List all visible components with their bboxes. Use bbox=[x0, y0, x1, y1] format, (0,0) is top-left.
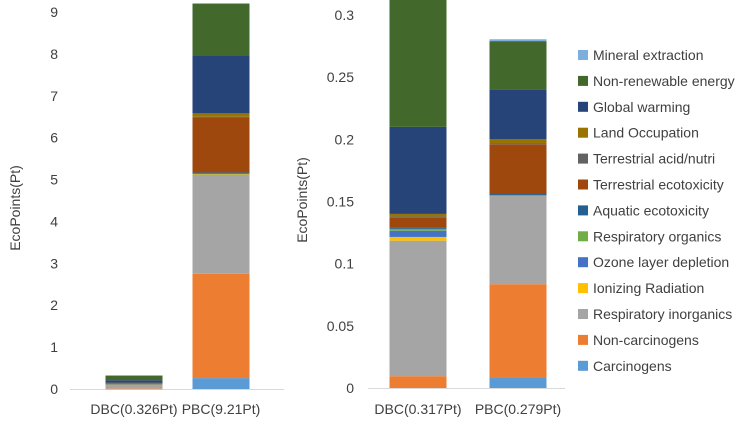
bar-segment-ionizing-radiation bbox=[192, 174, 250, 175]
x-category-label: DBC(0.317Pt) bbox=[374, 401, 461, 417]
bar-segment-global-warming bbox=[105, 380, 163, 383]
bar-segment-terrestrial-acid-nutri bbox=[389, 216, 447, 218]
y-tick-label: 9 bbox=[50, 4, 58, 20]
bar-segment-mineral-extraction bbox=[192, 3, 250, 4]
bar-segment-respiratory-inorganics bbox=[489, 195, 547, 285]
legend-swatch-carcinogens bbox=[578, 360, 588, 371]
legend-label-aquatic-ecotoxicity: Aquatic ecotoxicity bbox=[593, 202, 709, 218]
legend-swatch-terrestrial-ecotoxicity bbox=[578, 179, 588, 190]
legend-swatch-terrestrial-acid-nutri bbox=[578, 153, 588, 164]
x-category-label: DBC(0.326Pt) bbox=[90, 401, 177, 417]
legend-swatch-non-carcinogens bbox=[578, 334, 588, 345]
y-tick-label: 4 bbox=[50, 213, 58, 229]
chart-right: EcoPoints(Pt) 0 0.05 0.1 0.15 0.2 0.25 0.3 DBC(… bbox=[294, 0, 565, 417]
bar-segment-global-warming bbox=[192, 55, 250, 114]
y-tick-label: 1 bbox=[50, 339, 58, 355]
x-category-label: PBC(0.279Pt) bbox=[475, 401, 561, 417]
legend-swatch-ozone-layer-depletion bbox=[578, 257, 588, 268]
bar-segment-aquatic-ecotoxicity bbox=[389, 227, 447, 229]
bar-segment-terrestrial-acid-nutri bbox=[489, 143, 547, 145]
bar-segment-respiratory-inorganics bbox=[389, 240, 447, 377]
bar-segment-carcinogens bbox=[489, 377, 547, 388]
bar-segment-non-carcinogens bbox=[489, 284, 547, 378]
y-tick-label: 0.15 bbox=[327, 194, 354, 210]
y-tick-label: 0 bbox=[50, 381, 58, 397]
bar-segment-land-occupation bbox=[489, 139, 547, 144]
bar-segment-respiratory-inorganics bbox=[192, 174, 250, 274]
bar-segment-non-carcinogens bbox=[105, 388, 163, 389]
legend-swatch-mineral-extraction bbox=[578, 50, 588, 60]
bar-segment-non-carcinogens bbox=[192, 273, 250, 379]
y-tick-label: 0.1 bbox=[335, 256, 355, 272]
legend-label-non-renewable-energy: Non-renewable energy bbox=[593, 73, 735, 89]
bar-segment-ozone-layer-depletion bbox=[389, 230, 447, 237]
legend-label-ozone-layer-depletion: Ozone layer depletion bbox=[593, 254, 729, 270]
bar-segment-terrestrial-ecotoxicity bbox=[389, 217, 447, 228]
legend-label-carcinogens: Carcinogens bbox=[593, 358, 672, 374]
chart-left: EcoPoints(Pt) 0 1 2 3 4 5 6 7 8 9 DBC(0.326Pt) PBC(… bbox=[7, 3, 284, 417]
bar-segment-carcinogens bbox=[105, 388, 163, 390]
bar-segment-aquatic-ecotoxicity bbox=[105, 383, 163, 385]
bar-segment-terrestrial-ecotoxicity bbox=[192, 117, 250, 173]
legend-label-respiratory-inorganics: Respiratory inorganics bbox=[593, 306, 732, 322]
y-axis-label-right: EcoPoints(Pt) bbox=[294, 157, 310, 243]
y-tick-label: 0.3 bbox=[335, 7, 355, 23]
y-axis-label-left: EcoPoints(Pt) bbox=[7, 165, 23, 251]
bar-segment-global-warming bbox=[389, 126, 447, 214]
bar-segment-non-carcinogens bbox=[389, 376, 447, 388]
y-tick-label: 0.2 bbox=[335, 131, 355, 147]
y-tick-label: 6 bbox=[50, 130, 58, 146]
bar-segment-terrestrial-acid-nutri bbox=[192, 116, 250, 118]
legend-swatch-non-renewable-energy bbox=[578, 75, 588, 86]
y-tick-label: 0.25 bbox=[327, 69, 354, 85]
bar-segment-respiratory-organics bbox=[389, 228, 447, 231]
bar-segment-non-renewable-energy bbox=[389, 0, 447, 127]
y-tick-label: 8 bbox=[50, 46, 58, 62]
legend-label-terrestrial-acid-nutri: Terrestrial acid/nutri bbox=[593, 151, 715, 167]
x-category-label: PBC(9.21Pt) bbox=[182, 401, 261, 417]
bar-segment-carcinogens bbox=[192, 378, 250, 389]
bar-segment-respiratory-organics bbox=[489, 195, 547, 196]
legend-swatch-aquatic-ecotoxicity bbox=[578, 205, 588, 216]
legend-label-land-occupation: Land Occupation bbox=[593, 125, 699, 141]
legend-label-ionizing-radiation: Ionizing Radiation bbox=[593, 280, 704, 296]
bar-segment-land-occupation bbox=[389, 213, 447, 217]
y-tick-label: 0.05 bbox=[327, 318, 354, 334]
y-tick-label: 3 bbox=[50, 255, 58, 271]
y-tick-label: 0 bbox=[346, 380, 354, 396]
bar-segment-land-occupation bbox=[192, 113, 250, 117]
bar-segment-land-occupation bbox=[105, 382, 163, 384]
bar-segment-ionizing-radiation bbox=[389, 236, 447, 241]
legend-label-non-carcinogens: Non-carcinogens bbox=[593, 332, 699, 348]
y-tick-label: 2 bbox=[50, 297, 58, 313]
legend-swatch-ionizing-radiation bbox=[578, 283, 588, 294]
bar-segment-mineral-extraction bbox=[489, 39, 547, 42]
legend-swatch-respiratory-inorganics bbox=[578, 309, 588, 319]
bar-segment-respiratory-organics bbox=[192, 173, 250, 175]
legend-label-global-warming: Global warming bbox=[593, 99, 690, 115]
bar-segment-respiratory-inorganics bbox=[105, 383, 163, 389]
bar-segment-aquatic-ecotoxicity bbox=[489, 194, 547, 196]
bar-segment-global-warming bbox=[489, 89, 547, 140]
bar-segment-mineral-extraction bbox=[105, 375, 163, 376]
bar-segment-aquatic-ecotoxicity bbox=[192, 172, 250, 174]
legend-label-respiratory-organics: Respiratory organics bbox=[593, 228, 721, 244]
legend-swatch-land-occupation bbox=[578, 127, 588, 138]
bar-segment-non-renewable-energy bbox=[489, 41, 547, 90]
bar-segment-terrestrial-ecotoxicity bbox=[489, 144, 547, 195]
legend-swatch-respiratory-organics bbox=[578, 231, 588, 242]
y-tick-label: 5 bbox=[50, 172, 58, 188]
legend-label-terrestrial-ecotoxicity: Terrestrial ecotoxicity bbox=[593, 177, 724, 193]
legend-swatch-global-warming bbox=[578, 101, 588, 112]
bar-segment-non-renewable-energy bbox=[105, 375, 163, 381]
y-tick-label: 7 bbox=[50, 88, 58, 104]
bar-segment-non-renewable-energy bbox=[192, 3, 250, 56]
legend-label-mineral-extraction: Mineral extraction bbox=[593, 47, 704, 63]
legend: Mineral extraction Non-renewable energy Gl… bbox=[578, 47, 735, 374]
